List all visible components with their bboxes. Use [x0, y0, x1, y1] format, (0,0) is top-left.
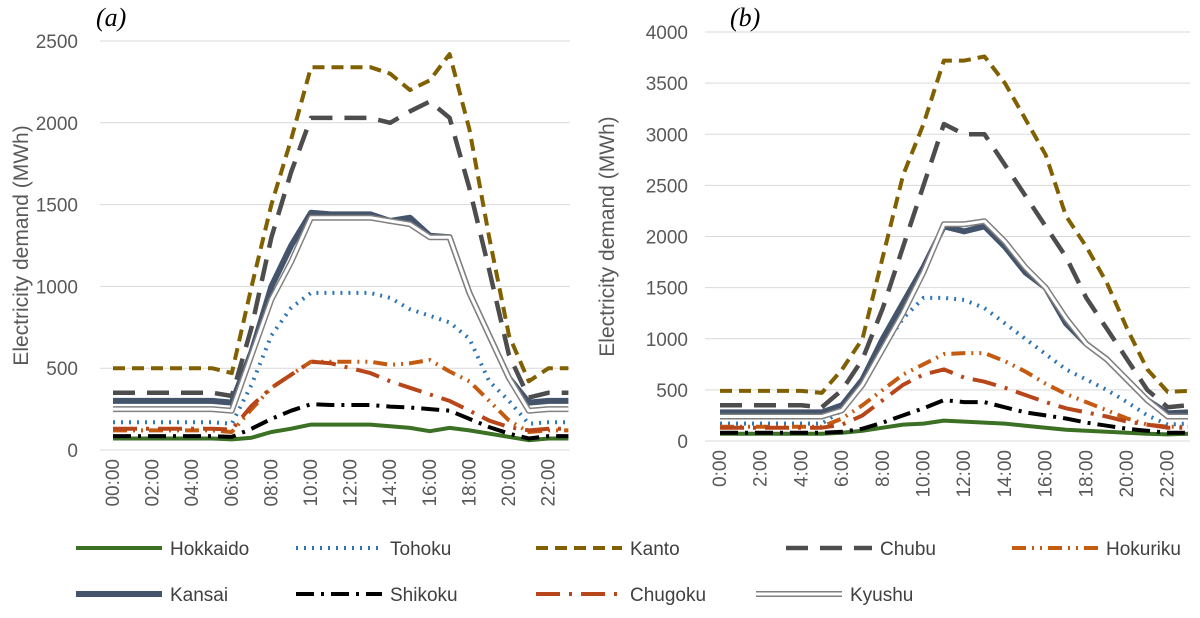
legend-label: Hokuriku	[1106, 539, 1181, 560]
series-line-tohoku	[113, 290, 569, 426]
x-tick-label: 06:00	[222, 459, 243, 507]
x-tick-label: 10:00	[914, 450, 935, 498]
legend-label: Hokkaido	[170, 539, 249, 560]
y-tick-label: 0	[67, 441, 78, 462]
y-tick-label: 2500	[36, 32, 78, 53]
y-tick-label: 3500	[646, 74, 688, 95]
series-line-kansai	[720, 223, 1189, 417]
chart-a: 0 500 1000 1500 2000 2500 Electricity demand (…	[10, 3, 570, 507]
legend-item-kansai: Kansai	[76, 585, 228, 606]
x-tick-label: 20:00	[1117, 450, 1138, 498]
series-line-chugoku	[113, 359, 569, 433]
x-tick-label: 02:00	[143, 459, 164, 507]
y-axis-label: Electricity demand (MWh)	[596, 116, 619, 356]
series-line-hokuriku	[113, 358, 569, 434]
series-line-shikoku	[720, 398, 1188, 435]
y-axis-label: Electricity demand (MWh)	[10, 125, 33, 365]
legend-label: Kanto	[630, 539, 680, 560]
y-tick-label: 1000	[36, 277, 78, 298]
legend-item-hokkaido: Hokkaido	[76, 539, 249, 560]
legend-item-tohoku: Tohoku	[296, 539, 451, 560]
y-tick-label: 500	[656, 381, 688, 402]
legend-label: Kansai	[170, 585, 228, 606]
x-tick-label: 12:00	[954, 450, 975, 498]
legend-label: Chugoku	[630, 585, 706, 606]
x-tick-label: 6:00	[832, 450, 853, 487]
x-tick-label: 22:00	[539, 459, 560, 507]
x-tick-label: 00:00	[103, 459, 124, 507]
series-line-kanto	[720, 54, 1189, 395]
x-tick-label: 14:00	[380, 459, 401, 507]
x-tick-label: 18:00	[1076, 450, 1097, 498]
legend-item-shikoku: Shikoku	[296, 585, 458, 606]
series-line-shikoku	[113, 402, 569, 441]
x-tick-label: 12:00	[341, 459, 362, 507]
x-tick-label: 14:00	[995, 450, 1016, 498]
series-line-chubu	[113, 99, 569, 400]
x-tick-label: 18:00	[459, 459, 480, 507]
x-tick-label: 2:00	[751, 450, 772, 487]
x-tick-label: 20:00	[499, 459, 520, 507]
x-tick-label: 10:00	[301, 459, 322, 507]
series-line-kyushu-inner	[720, 219, 1188, 418]
y-tick-label: 2500	[646, 176, 688, 197]
panel-title: (b)	[730, 3, 760, 32]
y-tick-label: 0	[677, 432, 688, 453]
x-tick-label: 0:00	[710, 450, 731, 487]
y-tick-label: 3000	[646, 125, 688, 146]
y-tick-label: 2000	[36, 114, 78, 135]
x-tick-label: 04:00	[182, 459, 203, 507]
x-tick-label: 8:00	[873, 450, 894, 487]
legend-item-kyushu: Kyushu	[756, 585, 913, 606]
y-tick-label: 2000	[646, 228, 688, 249]
legend-item-chugoku: Chugoku	[536, 585, 706, 606]
y-tick-label: 1000	[646, 330, 688, 351]
legend-item-hokuriku: Hokuriku	[1012, 539, 1181, 560]
legend: Hokkaido Tohoku Kanto Chubu Hokuriku Kansai Sh…	[76, 539, 1181, 606]
chart-b: 0 500 1000 1500 2000 2500 3000 3500 4000 Electric…	[596, 3, 1190, 498]
y-tick-label: 4000	[646, 23, 688, 44]
y-tick-label: 1500	[36, 196, 78, 217]
legend-item-chubu: Chubu	[786, 539, 936, 560]
x-tick-label: 4:00	[791, 450, 812, 487]
legend-label: Chubu	[880, 539, 936, 560]
legend-item-kanto: Kanto	[536, 539, 680, 560]
legend-label: Tohoku	[390, 539, 451, 560]
series-line-kyushu-inner	[113, 216, 569, 413]
y-tick-label: 1500	[646, 279, 688, 300]
x-tick-label: 08:00	[261, 459, 282, 507]
series-line-chugoku	[720, 367, 1188, 430]
series-line-kyushu	[720, 218, 1188, 420]
y-tick-label: 500	[46, 359, 78, 380]
series-line-hokkaido	[113, 422, 569, 443]
x-tick-label: 22:00	[1158, 450, 1179, 498]
series-line-kanto	[113, 52, 569, 384]
legend-label: Kyushu	[850, 585, 913, 606]
series-line-chubu	[720, 121, 1189, 410]
x-tick-label: 16:00	[1036, 450, 1057, 498]
x-tick-label: 16:00	[420, 459, 441, 507]
panel-title: (a)	[96, 3, 126, 32]
legend-label: Shikoku	[390, 585, 458, 606]
